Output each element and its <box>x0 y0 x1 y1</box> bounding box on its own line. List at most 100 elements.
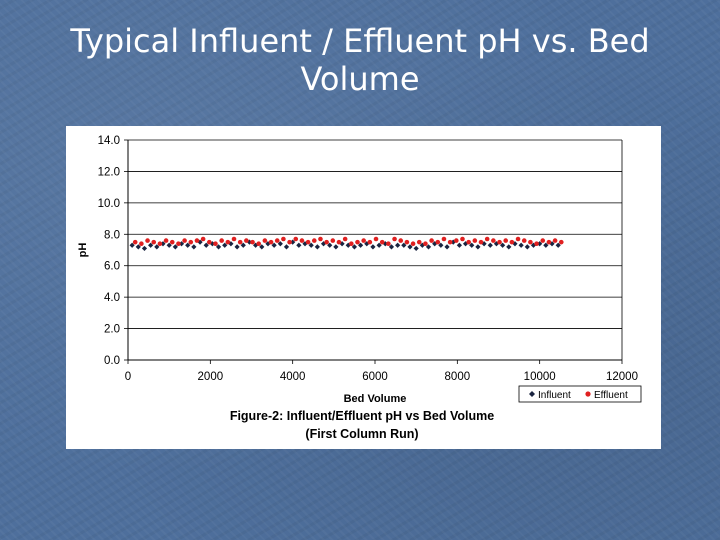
legend-influent-marker <box>529 391 535 397</box>
influent-point <box>357 242 364 248</box>
legend-effluent-label: Effluent <box>594 390 628 401</box>
figure-caption-line-1: Figure-2: Influent/Effluent pH vs Bed Vo… <box>230 409 494 423</box>
effluent-point <box>305 239 311 245</box>
effluent-point <box>379 239 385 245</box>
x-tick-label: 2000 <box>198 371 224 383</box>
x-tick-label: 0 <box>125 371 131 383</box>
effluent-point <box>349 241 354 247</box>
influent-point <box>339 241 345 247</box>
effluent-point <box>330 238 336 243</box>
influent-point <box>345 242 351 248</box>
y-tick-label: 12.0 <box>98 166 120 178</box>
x-axis-title: Bed Volume <box>344 393 407 405</box>
effluent-point <box>460 236 465 242</box>
influent-point <box>401 242 407 248</box>
y-tick-label: 6.0 <box>104 261 120 273</box>
effluent-point <box>262 238 268 243</box>
effluent-point <box>367 239 373 245</box>
effluent-point <box>484 236 490 242</box>
influent-point <box>549 241 555 247</box>
influent-point <box>141 245 148 252</box>
influent-point <box>351 244 358 250</box>
effluent-point <box>293 236 299 242</box>
effluent-point <box>151 239 157 245</box>
ph-scatter-chart: 0.0 2.0 4.0 6.0 8.0 10.0 12.0 14.0 0 2000 4000 600… <box>77 135 642 441</box>
y-tick-label: 0.0 <box>104 355 120 367</box>
x-tick-label: 8000 <box>445 371 471 383</box>
influent-point <box>240 242 246 248</box>
influent-point <box>543 242 549 248</box>
effluent-point <box>404 239 410 245</box>
effluent-point <box>528 239 533 245</box>
influent-point <box>166 242 172 248</box>
effluent-point <box>355 239 360 245</box>
effluent-point <box>491 238 496 243</box>
influent-point <box>475 244 481 250</box>
legend-box <box>518 385 642 403</box>
influent-point <box>444 244 450 250</box>
effluent-point <box>410 241 416 247</box>
influent-point <box>234 244 240 250</box>
effluent-point <box>274 238 280 243</box>
effluent-point <box>509 239 515 245</box>
y-tick-label: 4.0 <box>104 292 120 304</box>
effluent-point <box>200 236 206 242</box>
effluent-point <box>361 238 366 243</box>
y-tick-label: 14.0 <box>98 135 120 147</box>
y-axis-title: pH <box>77 243 89 258</box>
effluent-point <box>299 238 305 243</box>
influent-point <box>222 242 228 248</box>
effluent-point <box>423 241 428 247</box>
influent-point <box>530 242 537 248</box>
influent-point <box>438 242 444 248</box>
effluent-point <box>324 239 329 245</box>
effluent-point <box>311 238 317 243</box>
effluent-point <box>231 236 237 242</box>
influent-point <box>537 241 543 247</box>
influent-point <box>314 244 320 250</box>
x-tick-labels: 0 2000 4000 6000 8000 10000 12000 <box>125 371 638 383</box>
influent-point <box>407 244 413 250</box>
effluent-point <box>256 241 262 247</box>
influent-point <box>425 244 432 250</box>
influent-point <box>456 242 462 248</box>
influent-point <box>524 244 530 250</box>
influent-point <box>320 241 327 247</box>
influent-point <box>191 244 197 250</box>
influent-point <box>555 242 561 248</box>
influent-point <box>487 242 493 248</box>
slide-title-line-1: Typical Influent / Effluent pH vs. Bed <box>70 22 650 60</box>
effluent-point <box>194 238 200 243</box>
chart-panel: 0.0 2.0 4.0 6.0 8.0 10.0 12.0 14.0 0 2000 4000 600… <box>66 126 661 449</box>
influent-point <box>506 244 512 250</box>
slide-title-line-2: Volume <box>300 60 420 98</box>
effluent-point <box>169 239 175 245</box>
influent-point <box>154 244 160 250</box>
effluent-point <box>207 239 212 245</box>
influent-point <box>178 241 185 247</box>
effluent-point <box>416 239 422 245</box>
influent-point <box>376 242 382 248</box>
effluent-point <box>318 236 323 242</box>
effluent-point <box>237 239 243 245</box>
effluent-point <box>188 239 194 245</box>
effluent-point <box>244 238 249 243</box>
x-tick-label: 4000 <box>280 371 306 383</box>
influent-point <box>283 244 290 250</box>
influent-point <box>388 244 395 250</box>
slide-title: Typical Influent / Effluent pH vs. Bed V… <box>20 22 700 98</box>
influent-point <box>370 244 376 250</box>
x-tick-label: 10000 <box>524 371 556 383</box>
influent-point <box>172 244 178 250</box>
effluent-point <box>392 236 397 242</box>
influent-point <box>277 241 283 247</box>
y-tick-labels: 0.0 2.0 4.0 6.0 8.0 10.0 12.0 14.0 <box>98 135 120 367</box>
grid-lines <box>128 139 622 361</box>
influent-point <box>197 239 203 245</box>
influent-point <box>327 242 333 248</box>
effluent-point <box>176 241 181 247</box>
effluent-point <box>521 238 527 243</box>
effluent-point <box>163 238 169 243</box>
effluent-point <box>478 239 484 245</box>
effluent-point <box>342 236 348 242</box>
